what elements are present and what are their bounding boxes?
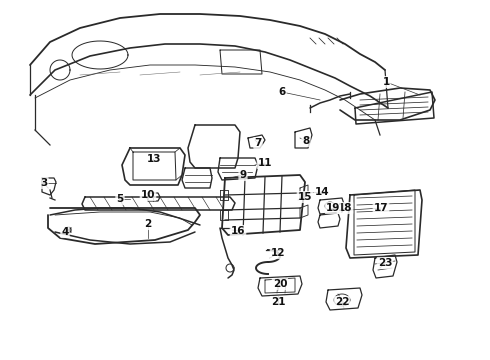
Text: 7: 7 — [254, 138, 262, 148]
Text: 21: 21 — [271, 297, 285, 307]
Text: 15: 15 — [298, 192, 312, 202]
Text: 23: 23 — [378, 258, 392, 268]
Text: 22: 22 — [335, 297, 349, 307]
Text: 3: 3 — [40, 178, 48, 188]
Text: 12: 12 — [271, 248, 285, 258]
Text: 6: 6 — [278, 87, 286, 97]
Text: 17: 17 — [374, 203, 388, 213]
Text: 11: 11 — [258, 158, 272, 168]
Text: 10: 10 — [141, 190, 155, 200]
Text: 5: 5 — [117, 194, 123, 204]
Text: 19: 19 — [326, 203, 340, 213]
Text: 14: 14 — [315, 187, 329, 197]
Text: 18: 18 — [338, 203, 352, 213]
Text: 9: 9 — [240, 170, 246, 180]
Text: 13: 13 — [147, 154, 161, 164]
Text: 2: 2 — [145, 219, 151, 229]
Text: 8: 8 — [302, 136, 310, 146]
Text: 20: 20 — [273, 279, 287, 289]
Text: 4: 4 — [61, 227, 69, 237]
Text: 16: 16 — [231, 226, 245, 236]
Text: 1: 1 — [382, 77, 390, 87]
